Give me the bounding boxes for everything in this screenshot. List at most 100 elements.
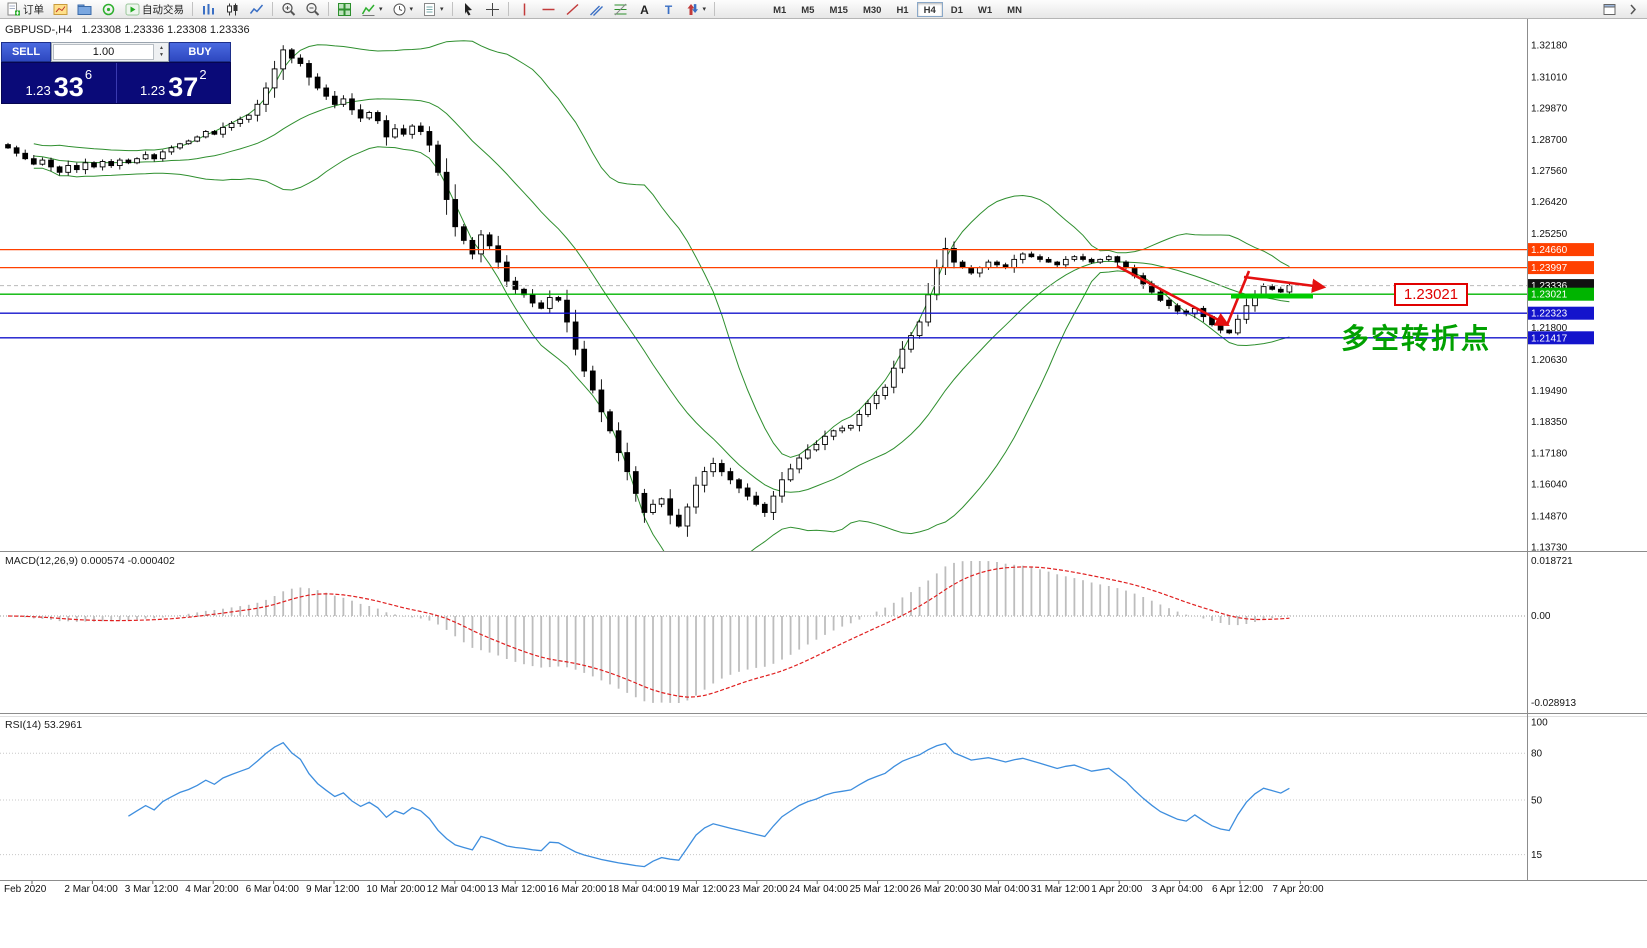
time-axis-label: 9 Mar 12:00: [306, 884, 360, 895]
svg-text:1.23336: 1.23336: [1531, 281, 1568, 292]
zoom-in-button[interactable]: [277, 1, 300, 18]
time-axis-label: 3 Apr 04:00: [1152, 884, 1204, 895]
time-axis-label: 31 Mar 12:00: [1031, 884, 1090, 895]
price-axis-label: 1.25250: [1531, 229, 1568, 240]
timeframe-m5-button[interactable]: M5: [801, 4, 815, 16]
autotrading-label: 自动交易: [142, 3, 184, 16]
vertical-line-icon: [523, 3, 525, 15]
toolbar-separator: [714, 2, 716, 16]
toolbar-separator: [451, 2, 453, 16]
chart-symbol-info: GBPUSD-,H4 1.23308 1.23336 1.23308 1.233…: [5, 24, 250, 36]
profiles-icon: [77, 4, 92, 15]
indicators-icon: [361, 4, 375, 16]
tile-windows-button[interactable]: [333, 1, 356, 18]
zoom-out-button[interactable]: [301, 1, 324, 18]
vertical-line-button[interactable]: [513, 1, 536, 18]
autotrading-button[interactable]: 自动交易: [121, 1, 188, 18]
text-button[interactable]: A: [633, 1, 656, 18]
sell-price-display[interactable]: 1.23 33 6: [2, 63, 116, 103]
price-axis-label: 1.32180: [1531, 41, 1568, 52]
fibonacci-icon: [614, 3, 627, 15]
timeframe-h1-button[interactable]: H1: [896, 4, 909, 16]
time-axis-label: 30 Mar 04:00: [970, 884, 1029, 895]
text-label-button[interactable]: T: [657, 1, 680, 18]
rsi-panel[interactable]: [0, 741, 1527, 868]
cursor-button[interactable]: [457, 1, 480, 18]
buy-price-display[interactable]: 1.23 37 2: [115, 63, 231, 103]
rsi-axis-label: 50: [1531, 796, 1543, 807]
volume-spinner[interactable]: ▲ ▼: [155, 45, 168, 59]
timeframe-d1-button[interactable]: D1: [950, 4, 963, 16]
timeframe-m30-button[interactable]: M30: [862, 4, 882, 16]
crosshair-button[interactable]: [481, 1, 504, 18]
new-order-icon: [7, 2, 20, 15]
sell-price-sup: 6: [84, 67, 93, 82]
price-level-badge: 1.24660: [1528, 243, 1594, 257]
timeframe-m15-button[interactable]: M15: [829, 4, 848, 16]
time-axis-label: 18 Mar 04:00: [608, 884, 667, 895]
macd-panel[interactable]: [0, 561, 1527, 703]
trendline-button[interactable]: [561, 1, 584, 18]
dropdown-caret-icon: ▾: [702, 6, 707, 13]
buy-price-big: 37: [168, 72, 199, 102]
price-axis-label: 1.13730: [1531, 543, 1568, 554]
cursor-icon: [464, 2, 472, 15]
new-order-button[interactable]: 订单: [2, 1, 48, 18]
timeframe-m1-button[interactable]: M1: [773, 4, 787, 16]
horizontal-line-button[interactable]: [537, 1, 560, 18]
buy-price-sup: 2: [199, 67, 207, 82]
time-axis-label: 13 Mar 12:00: [487, 884, 546, 895]
line-chart-button[interactable]: [245, 1, 268, 18]
alerts-icon: [102, 3, 115, 15]
timeframe-h4-button[interactable]: H4: [916, 1, 943, 17]
buy-button[interactable]: BUY: [169, 42, 231, 62]
volume-box: 1.00 ▲ ▼: [51, 42, 169, 62]
indicators-button[interactable]: ▾: [357, 1, 387, 18]
macd-axis-label: 0.018721: [1531, 556, 1573, 567]
candlestick-chart-button[interactable]: [221, 1, 244, 18]
dock-window-button[interactable]: [1598, 1, 1621, 18]
tile-windows-icon: [338, 2, 351, 16]
sell-price-big: 33: [53, 72, 84, 102]
dock-window-icon: [1603, 3, 1616, 15]
volume-down-icon[interactable]: ▼: [159, 52, 164, 58]
price-axis-label: 1.29870: [1531, 103, 1568, 114]
price-quotes-row: 1.23 33 6 1.23 37 2: [1, 62, 231, 104]
time-axis-label: 7 Apr 20:00: [1272, 884, 1324, 895]
fibonacci-button[interactable]: [609, 1, 632, 18]
autotrading-icon: [125, 3, 140, 15]
time-axis-label: 19 Mar 12:00: [668, 884, 727, 895]
zoom-in-icon: [282, 2, 296, 16]
chart-wizard-button[interactable]: [49, 1, 72, 18]
dropdown-caret-icon: ▾: [379, 6, 383, 13]
templates-button[interactable]: ▾: [418, 1, 448, 18]
timeframe-w1-button[interactable]: W1: [977, 4, 993, 16]
line-chart-icon: [249, 4, 264, 14]
arrow-tools-icon: [687, 3, 698, 15]
price-axis-label: 1.21800: [1531, 323, 1568, 334]
toolbar-overflow-button[interactable]: [1622, 1, 1645, 18]
timeframe-mn-button[interactable]: MN: [1007, 4, 1022, 16]
price-level-badge: 1.21417: [1528, 331, 1594, 345]
volume-up-icon[interactable]: ▲: [159, 45, 164, 51]
key-level-price-tag[interactable]: 1.23021: [1394, 283, 1468, 306]
candlestick-series[interactable]: [5, 40, 1293, 588]
equidistant-channel-button[interactable]: [585, 1, 608, 18]
periods-button[interactable]: ▾: [388, 1, 418, 18]
toolbar-separator: [192, 2, 193, 16]
bar-chart-button[interactable]: [197, 1, 220, 18]
crosshair-icon: [485, 2, 499, 16]
price-level-badge: 1.23021: [1528, 287, 1594, 301]
price-axis-label: 1.28700: [1531, 135, 1568, 146]
text-label-icon: T: [664, 3, 672, 17]
price-axis-label: 1.14870: [1531, 512, 1568, 523]
volume-input[interactable]: 1.00: [53, 44, 154, 60]
alerts-button[interactable]: [97, 1, 120, 18]
sell-price-prefix: 1.23: [25, 83, 51, 98]
arrow-tools-button[interactable]: ▾: [681, 1, 711, 18]
templates-icon: [424, 2, 436, 16]
profiles-button[interactable]: [73, 1, 96, 18]
sell-button[interactable]: SELL: [1, 42, 51, 62]
